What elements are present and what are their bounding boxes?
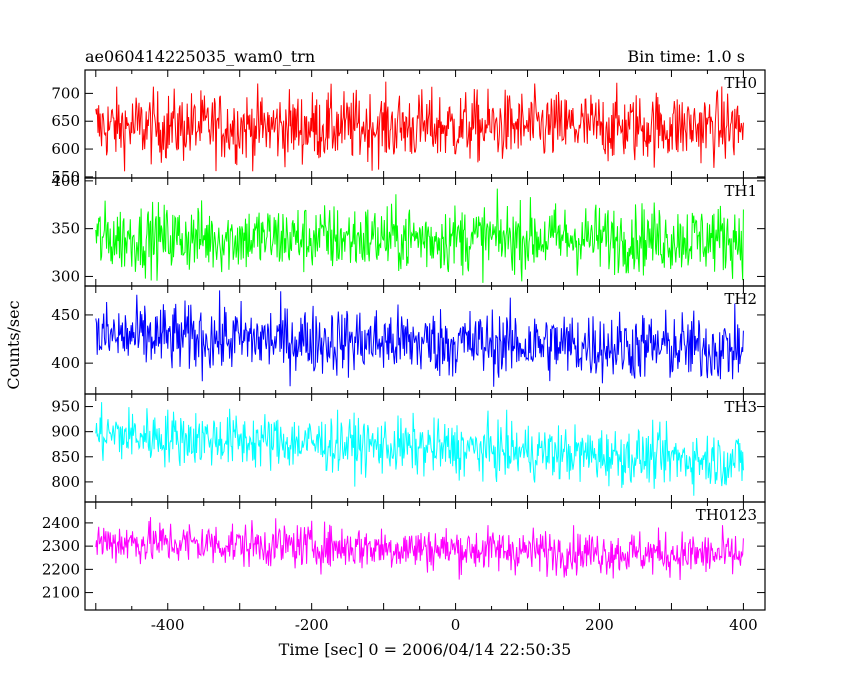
y-tick-label: 650 — [51, 112, 80, 130]
chart-title: ae060414225035_wam0_trn — [85, 47, 315, 66]
y-tick-label: 900 — [51, 423, 80, 441]
series-line-th3 — [95, 402, 744, 496]
panel-th0123: 2400 2300 2200 2100 TH0123 — [42, 501, 766, 611]
y-tick-label: 700 — [51, 84, 80, 102]
x-tick-label: 200 — [585, 616, 614, 634]
y-tick-label: 2200 — [42, 560, 80, 578]
panel-th2: 450 400 TH2 — [51, 285, 766, 395]
series-line-th2 — [95, 290, 744, 387]
panel-frame — [84, 501, 766, 611]
x-tick-label: 0 — [451, 616, 461, 634]
y-tick-label: 950 — [51, 398, 80, 416]
y-tick-label: 800 — [51, 473, 80, 491]
series-line-th0 — [95, 81, 744, 172]
panel-th0: 700 650 600 550 TH0 — [51, 69, 766, 186]
y-tick-label: 600 — [51, 140, 80, 158]
y-tick-label: 850 — [51, 448, 80, 466]
bin-time-label: Bin time: 1.0 s — [627, 47, 745, 66]
y-tick-label: 2100 — [42, 584, 80, 602]
panel-th1: 400 350 300 TH1 — [51, 172, 766, 287]
y-axis-label: Counts/sec — [4, 300, 23, 389]
y-tick-label: 350 — [51, 220, 80, 238]
panel-label-th0123: TH0123 — [696, 506, 757, 524]
y-tick-label: 400 — [51, 172, 80, 190]
series-line-th1 — [95, 188, 744, 283]
x-tick-label: -400 — [151, 616, 185, 634]
x-tick-label: -200 — [295, 616, 329, 634]
x-axis-label: Time [sec] 0 = 2006/04/14 22:50:35 — [279, 640, 572, 659]
panels-group: 700650600550TH0400350300TH1450400TH29509… — [42, 69, 766, 634]
series-line-th0123 — [95, 517, 744, 581]
y-tick-label: 2300 — [42, 537, 80, 555]
y-tick-label: 300 — [51, 267, 80, 285]
x-tick-label: 400 — [729, 616, 758, 634]
panel-th3: 950 900 850 800 TH3 — [51, 393, 766, 503]
y-tick-label: 400 — [51, 354, 80, 372]
y-tick-label: 450 — [51, 306, 80, 324]
panel-label-th1: TH1 — [724, 182, 757, 200]
panel-label-th3: TH3 — [724, 398, 757, 416]
y-tick-label: 2400 — [42, 514, 80, 532]
y-tick-label: 550 — [51, 168, 80, 186]
panel-label-th2: TH2 — [724, 290, 757, 308]
panel-label-th0: TH0 — [724, 74, 757, 92]
